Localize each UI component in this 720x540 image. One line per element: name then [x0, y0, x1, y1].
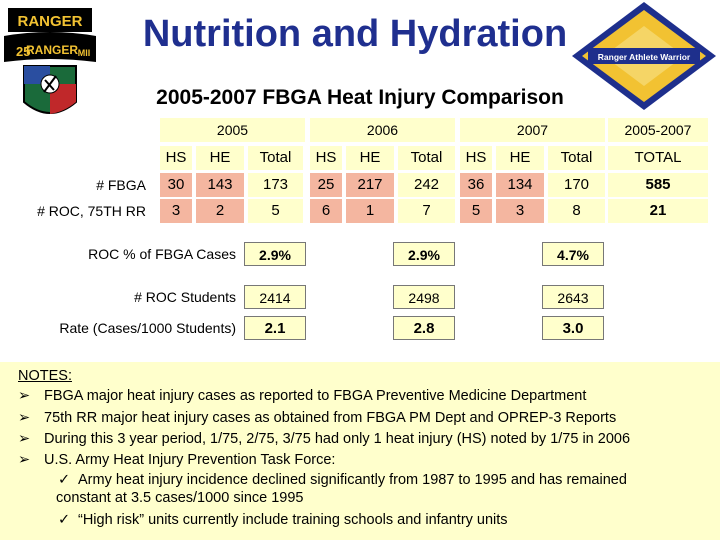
sub-header: HE — [196, 146, 244, 170]
note-item: During this 3 year period, 1/75, 2/75, 3… — [44, 431, 631, 447]
svg-text:MII: MII — [78, 48, 91, 58]
fbga-2006-total: 242 — [398, 173, 455, 197]
roc-2006-hs: 6 — [310, 199, 342, 223]
arrow-bullet-icon: ➢ — [18, 388, 31, 404]
roc-pct-label: ROC % of FBGA Cases — [88, 246, 236, 262]
sub-header: HS — [310, 146, 342, 170]
sub-header: HE — [346, 146, 394, 170]
svg-text:RANGER: RANGER — [17, 13, 82, 30]
roc-pct-2007: 4.7% — [542, 242, 604, 266]
roc-2007-total: 8 — [548, 199, 605, 223]
svg-text:RANGER: RANGER — [26, 43, 78, 57]
roc-students-2006: 2498 — [393, 285, 455, 309]
roc-2006-total: 7 — [398, 199, 455, 223]
arrow-bullet-icon: ➢ — [18, 431, 31, 447]
note-item: U.S. Army Heat Injury Prevention Task Fo… — [44, 452, 336, 468]
row-label-fbga: # FBGA — [96, 177, 146, 193]
roc-students-2007: 2643 — [542, 285, 604, 309]
note-sub-item-continued: constant at 3.5 cases/1000 since 1995 — [56, 490, 304, 506]
ranger-athlete-warrior-badge-icon: Ranger Athlete Warrior — [572, 2, 716, 110]
fbga-2006-he: 217 — [346, 173, 394, 197]
fbga-2007-hs: 36 — [460, 173, 492, 197]
arrow-bullet-icon: ➢ — [18, 410, 31, 426]
roc-students-2005: 2414 — [244, 285, 306, 309]
roc-2005-total: 5 — [248, 199, 303, 223]
note-item: FBGA major heat injury cases as reported… — [44, 388, 587, 404]
note-sub-item: “High risk” units currently include trai… — [78, 512, 508, 528]
note-sub-item: Army heat injury incidence declined sign… — [78, 472, 627, 488]
year-header-total: 2005-2007 — [608, 118, 708, 142]
rate-2005: 2.1 — [244, 316, 306, 340]
fbga-2005-hs: 30 — [160, 173, 192, 197]
row-label-roc: # ROC, 75TH RR — [37, 203, 146, 219]
fbga-grand-total: 585 — [608, 173, 708, 197]
fbga-2005-he: 143 — [196, 173, 244, 197]
notes-heading: NOTES: — [18, 368, 72, 384]
roc-2005-he: 2 — [196, 199, 244, 223]
fbga-2006-hs: 25 — [310, 173, 342, 197]
ranger-logo-icon: RANGER 25 RANGER MII — [4, 8, 96, 114]
roc-pct-2006: 2.9% — [393, 242, 455, 266]
roc-students-label: # ROC Students — [134, 289, 236, 305]
fbga-2007-total: 170 — [548, 173, 605, 197]
roc-2007-hs: 5 — [460, 199, 492, 223]
fbga-2007-he: 134 — [496, 173, 544, 197]
roc-grand-total: 21 — [608, 199, 708, 223]
rate-label: Rate (Cases/1000 Students) — [59, 320, 236, 336]
sub-header: HS — [160, 146, 192, 170]
checkmark-icon: ✓ — [58, 512, 71, 528]
year-header-2006: 2006 — [310, 118, 455, 142]
sub-header: Total — [398, 146, 455, 170]
page-title: Nutrition and Hydration — [142, 13, 568, 55]
sub-header: HE — [496, 146, 544, 170]
sub-header: HS — [460, 146, 492, 170]
svg-text:25: 25 — [16, 44, 30, 59]
roc-pct-2005: 2.9% — [244, 242, 306, 266]
roc-2007-he: 3 — [496, 199, 544, 223]
arrow-bullet-icon: ➢ — [18, 452, 31, 468]
year-header-2005: 2005 — [160, 118, 305, 142]
note-item: 75th RR major heat injury cases as obtai… — [44, 410, 617, 426]
svg-text:Ranger Athlete Warrior: Ranger Athlete Warrior — [598, 52, 691, 62]
page-subtitle: 2005-2007 FBGA Heat Injury Comparison — [156, 86, 564, 109]
year-header-2007: 2007 — [460, 118, 605, 142]
checkmark-icon: ✓ — [58, 472, 71, 488]
roc-2005-hs: 3 — [160, 199, 192, 223]
sub-header: TOTAL — [608, 146, 708, 170]
rate-2006: 2.8 — [393, 316, 455, 340]
roc-2006-he: 1 — [346, 199, 394, 223]
sub-header: Total — [248, 146, 303, 170]
sub-header: Total — [548, 146, 605, 170]
fbga-2005-total: 173 — [248, 173, 303, 197]
notes-panel: NOTES: ➢ FBGA major heat injury cases as… — [0, 362, 720, 540]
rate-2007: 3.0 — [542, 316, 604, 340]
